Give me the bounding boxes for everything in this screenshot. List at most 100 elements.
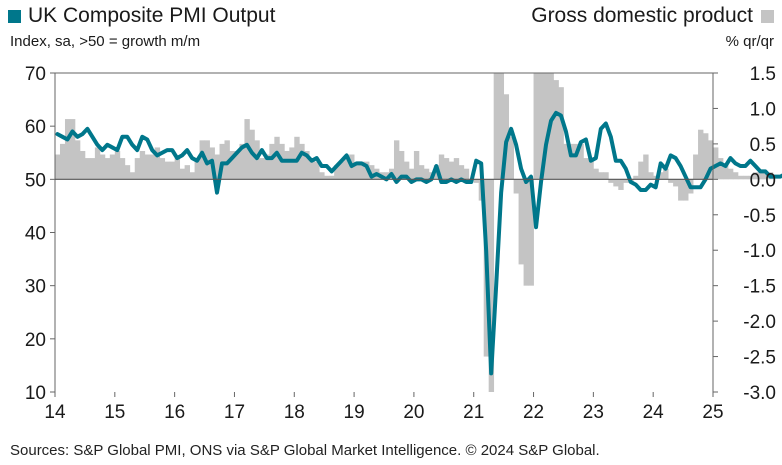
gdp-bar [329,175,335,180]
gdp-bar [229,150,235,180]
gdp-bar [683,179,689,201]
gdp-bar [398,150,405,180]
gdp-bar [698,129,704,180]
gdp-bar [493,73,500,180]
x-tick-label: 24 [643,402,665,423]
right-tick-label: 1.0 [750,99,776,120]
gdp-bar [344,158,350,180]
gdp-bar [732,172,739,180]
gdp-bar [304,150,310,180]
right-tick-label: -2.0 [743,312,776,333]
gdp-bar [558,87,564,180]
gdp-bar [154,147,161,180]
gdp-bar [94,147,101,180]
right-tick-label: 0.0 [750,170,776,191]
gdp-bar [259,158,265,180]
legend-gdp: Gross domestic product [531,4,774,28]
left-tick-label: 60 [25,117,46,138]
gdp-bar [159,158,166,180]
gdp-bar [553,80,559,180]
gdp-bar [747,175,754,180]
x-tick-label: 17 [224,402,245,423]
right-tick-label: -1.0 [743,241,776,262]
x-tick-label: 25 [702,402,723,423]
gdp-bar [55,154,61,180]
gdp-bar [563,143,569,180]
gdp-bar [234,150,240,180]
gdp-bar [274,136,280,180]
gdp-bar [164,161,171,180]
legend-pmi: UK Composite PMI Output [8,4,275,28]
gdp-bar [339,161,345,180]
left-tick-label: 40 [25,224,46,245]
gdp-bar [448,161,455,180]
gdp-bar [648,172,654,180]
gdp-bar [538,73,544,180]
gdp-bar [99,154,106,180]
gdp-bar [588,158,594,180]
gdp-bar [354,165,360,180]
right-tick-label: -2.5 [743,348,776,369]
gdp-bar [508,136,514,180]
gdp-bar [727,168,734,180]
gdp-bar [418,165,425,180]
gdp-bar [513,179,519,194]
gdp-bar [64,119,71,180]
source-note: Sources: S&P Global PMI, ONS via S&P Glo… [10,442,600,459]
gdp-bar [289,147,295,180]
gdp-bar [578,143,584,180]
left-tick-label: 20 [25,330,46,351]
gdp-bar [184,165,190,180]
gdp-bar [488,179,495,392]
gdp-bar [299,143,305,180]
gdp-bar [608,179,614,183]
gdp-bar-series [55,73,774,392]
gdp-bar [239,143,245,180]
x-tick-label: 19 [344,402,365,423]
gdp-bar [384,172,390,180]
gdp-bar [717,158,724,180]
right-axis-subtitle: % qr/qr [725,33,774,50]
gdp-bar [89,158,96,180]
gdp-bar [453,158,460,180]
gdp-bar [189,172,195,180]
gdp-bar [708,140,714,180]
gdp-bar [269,143,275,180]
gdp-bar [359,161,365,180]
gdp-bar [59,143,66,180]
gdp-bar [199,140,205,180]
gdp-bar [144,154,151,180]
gdp-bar [403,161,410,180]
gdp-bar [757,172,764,180]
legend-pmi-swatch [8,9,21,23]
gdp-bar [393,140,400,180]
gdp-bar [693,154,699,180]
gdp-bar [673,179,679,187]
gdp-bar [413,150,420,180]
gdp-bar [613,179,619,187]
gdp-bar [722,165,729,180]
gdp-bar [713,147,719,180]
gdp-bar [119,158,126,180]
gdp-bar [369,165,375,180]
gdp-bar [134,158,141,180]
x-tick-label: 21 [463,402,484,423]
gdp-bar [79,150,86,180]
gdp-bar [84,158,91,180]
gdp-bar [224,140,230,180]
gdp-bar [518,179,524,265]
gdp-bar [638,161,644,180]
gdp-bar [568,143,574,180]
gdp-bar [264,154,270,180]
gdp-bar [244,119,250,180]
x-tick-label: 16 [164,402,185,423]
gdp-bar [668,179,674,183]
pmi-line-series [55,110,782,376]
right-tick-label: 0.5 [750,135,776,156]
gdp-bar [104,158,111,180]
gdp-bar [69,119,76,180]
x-tick-label: 18 [284,402,305,423]
gdp-bar [603,172,609,180]
left-axis-subtitle: Index, sa, >50 = growth m/m [10,33,201,50]
chart-axes: 10 20 30 40 50 60 70 -3.0 -2.5 -2.0 -1.5 -1.0 -0.5 0.… [25,64,776,423]
